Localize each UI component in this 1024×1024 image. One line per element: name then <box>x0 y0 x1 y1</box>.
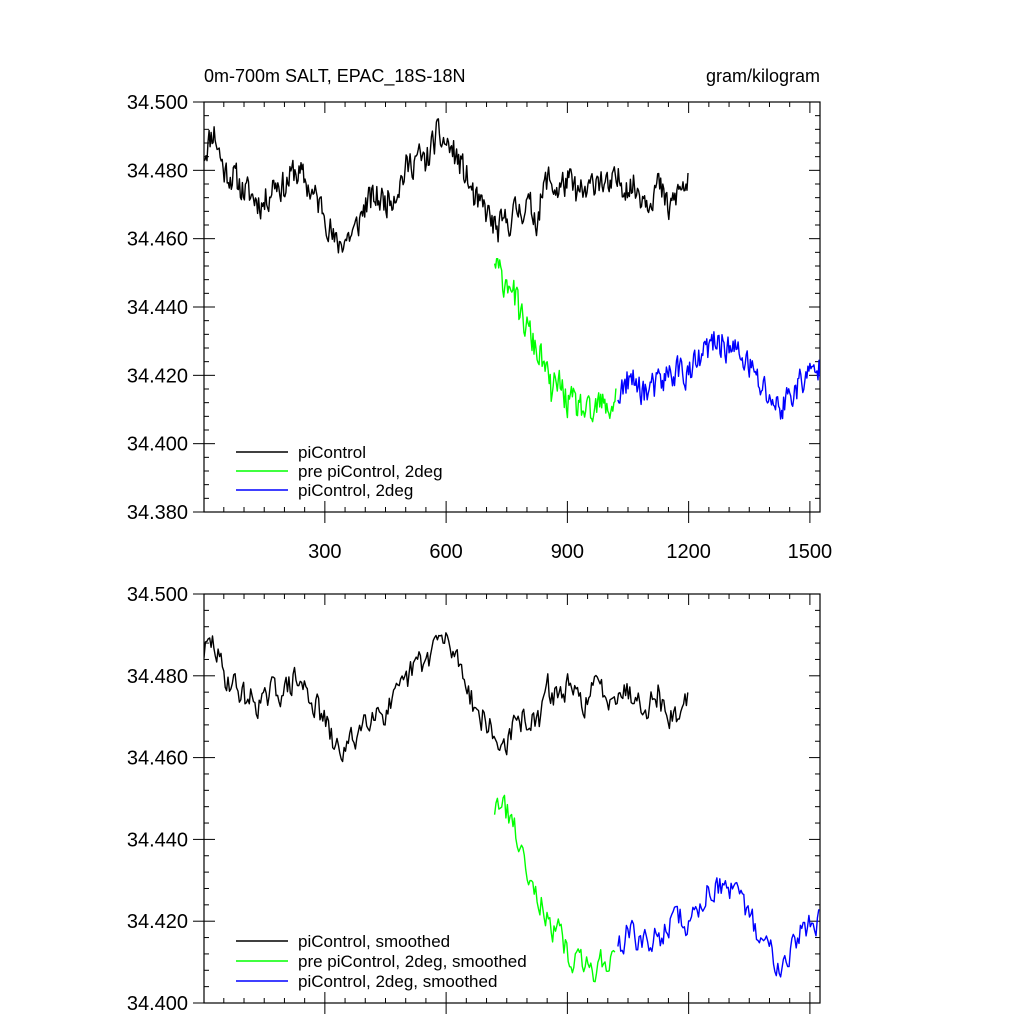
x-tick-label: 600 <box>429 541 462 563</box>
y-tick-label: 34.500 <box>127 584 188 606</box>
y-tick-label: 34.500 <box>127 92 188 114</box>
y-tick-label: 34.460 <box>127 748 188 770</box>
y-tick-label: 34.480 <box>127 160 188 182</box>
y-tick-label: 34.420 <box>127 911 188 933</box>
y-tick-label: 34.400 <box>127 434 188 456</box>
series-line-1 <box>204 118 689 254</box>
series-line-1 <box>204 632 689 763</box>
legend-label: piControl, smoothed <box>298 932 450 951</box>
x-tick-label: 1500 <box>788 541 833 563</box>
plot-frame <box>203 593 821 1004</box>
y-tick-label: 34.400 <box>127 993 188 1015</box>
legend-label: piControl <box>298 443 366 462</box>
legend-label: pre piControl, 2deg <box>298 462 443 481</box>
x-tick-label: 900 <box>551 541 584 563</box>
y-tick-label: 34.460 <box>127 229 188 251</box>
y-tick-label: 34.420 <box>127 365 188 387</box>
legend-label: piControl, 2deg, smoothed <box>298 972 497 991</box>
top-panel: 300 600 900 1200 1500 34.380 34.400 34.420 34.44… <box>127 66 832 563</box>
chart-title: 0m-700m SALT, EPAC_18S-18N <box>204 66 465 87</box>
x-tick-label: 300 <box>308 541 341 563</box>
y-tick-label: 34.440 <box>127 297 188 319</box>
plot-frame <box>203 101 821 513</box>
legend-label: piControl, 2deg <box>298 481 413 500</box>
x-tick-label: 1200 <box>666 541 711 563</box>
series-line-2 <box>493 258 617 423</box>
series-line-2 <box>493 794 616 983</box>
units-label: gram/kilogram <box>706 66 820 86</box>
series-line-3 <box>617 877 820 978</box>
y-tick-label: 34.440 <box>127 829 188 851</box>
y-tick-label: 34.380 <box>127 502 188 524</box>
legend-label: pre piControl, 2deg, smoothed <box>298 952 527 971</box>
bottom-panel: 34.400 34.420 34.440 34.460 34.480 34.500 piCo… <box>127 584 821 1015</box>
y-tick-label: 34.480 <box>127 666 188 688</box>
series-line-3 <box>617 331 820 420</box>
